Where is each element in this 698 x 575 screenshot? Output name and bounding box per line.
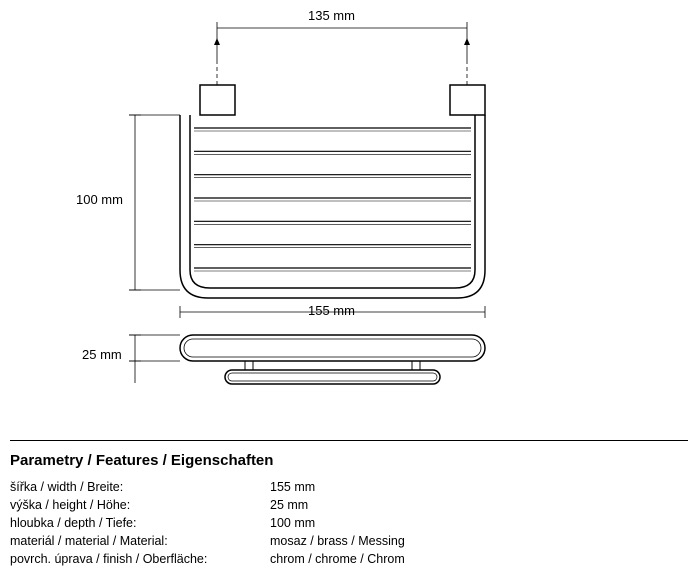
spec-value: 100 mm: [270, 516, 315, 530]
spec-label: šířka / width / Breite:: [10, 480, 270, 494]
spec-row: šířka / width / Breite:155 mm: [10, 480, 405, 498]
spec-row: hloubka / depth / Tiefe:100 mm: [10, 516, 405, 534]
divider-line: [10, 440, 688, 441]
spec-value: 155 mm: [270, 480, 315, 494]
dim-top-label: 135 mm: [308, 8, 355, 23]
technical-drawing: 135 mm 100 mm 25 mm 155 mm: [0, 0, 698, 410]
spec-value: mosaz / brass / Messing: [270, 534, 405, 548]
spec-row: materiál / material / Material:mosaz / b…: [10, 534, 405, 552]
dim-left-1-label: 100 mm: [76, 192, 123, 207]
dim-left-2-label: 25 mm: [82, 347, 122, 362]
spec-label: hloubka / depth / Tiefe:: [10, 516, 270, 530]
dim-bottom-label: 155 mm: [308, 303, 355, 318]
spec-value: 25 mm: [270, 498, 308, 512]
spec-label: povrch. úprava / finish / Oberfläche:: [10, 552, 270, 566]
spec-row: výška / height / Höhe:25 mm: [10, 498, 405, 516]
spec-label: výška / height / Höhe:: [10, 498, 270, 512]
spec-value: chrom / chrome / Chrom: [270, 552, 405, 566]
spec-table: šířka / width / Breite:155 mmvýška / hei…: [10, 480, 405, 570]
section-title: Parametry / Features / Eigenschaften: [10, 452, 273, 469]
spec-row: povrch. úprava / finish / Oberfläche:chr…: [10, 552, 405, 570]
spec-label: materiál / material / Material:: [10, 534, 270, 548]
